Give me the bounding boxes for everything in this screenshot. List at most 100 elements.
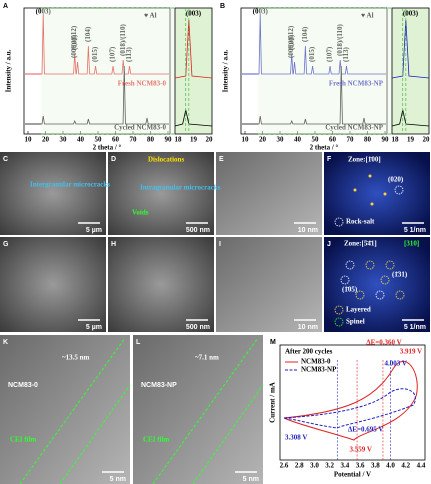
- annotation: 3.308 V: [285, 434, 307, 442]
- panel-label: A: [3, 3, 8, 10]
- micrograph: [0, 152, 106, 235]
- x-tick-label: 4.2: [401, 462, 410, 470]
- zone-label: [310]: [404, 240, 419, 248]
- scale-label: 5 1/nm: [404, 227, 426, 234]
- micrograph: [216, 152, 322, 235]
- inset-tick-label: 20: [206, 136, 214, 144]
- panel-label: G: [3, 241, 9, 248]
- zone-label: Zone:[5̄4̄1]: [344, 240, 377, 248]
- sample-label: NCM83-NP: [141, 382, 177, 389]
- scale-label: 5 nm: [243, 476, 259, 483]
- annotation: ΔE=0.695 V: [348, 426, 383, 434]
- x-tick-label: 50: [312, 136, 320, 144]
- diffraction-ring: [394, 185, 404, 195]
- diffraction-ring: [334, 317, 344, 327]
- x-tick-label: 90: [165, 136, 173, 144]
- panel-label: M: [270, 339, 276, 346]
- scale-label: 5 µm: [86, 324, 102, 331]
- panel-label: H: [111, 241, 116, 248]
- zone-label: Zone:[1̄00]: [348, 156, 381, 164]
- legend-label: NCM83-0: [301, 358, 331, 366]
- peak-label: (113): [125, 47, 133, 62]
- x-tick-label: 80: [364, 136, 372, 144]
- spot-label: (020): [388, 176, 404, 184]
- scale-label: 500 nm: [186, 324, 210, 331]
- x-tick-label: 40: [294, 136, 302, 144]
- x-tick-label: 30: [60, 136, 68, 144]
- film-label: CEI film: [143, 436, 169, 444]
- panel-label: K: [3, 339, 8, 346]
- diffraction-ring: [385, 260, 395, 270]
- spot: [353, 188, 357, 192]
- diffraction-ring: [365, 260, 375, 270]
- inset-tick-label: 20: [423, 136, 431, 144]
- plot-frame: [279, 344, 426, 461]
- trace-label: Fresh NCM83-0: [118, 80, 167, 88]
- diffraction-ring: [334, 217, 344, 227]
- x-axis-label: Potential / V: [334, 471, 371, 479]
- inset-peak-label: (003): [403, 10, 419, 18]
- x-tick-label: 60: [112, 136, 120, 144]
- peak-label: (101): [70, 34, 78, 50]
- micrograph: [324, 237, 430, 332]
- peak-label: (006)/(012): [70, 25, 78, 58]
- x-axis-label: 2 theta / °: [93, 144, 122, 152]
- inset-tick-label: 18: [175, 136, 183, 144]
- micrograph: [216, 237, 322, 332]
- micrograph: [108, 237, 214, 332]
- scale-label: 10 nm: [298, 227, 318, 234]
- peak-label: (003): [36, 8, 52, 16]
- scale-label: 5 nm: [110, 476, 126, 483]
- x-tick-label: 10: [242, 136, 250, 144]
- micrograph: [324, 152, 430, 235]
- x-tick-label: 3.4: [341, 462, 350, 470]
- trace-label: Cycled NCM83-0: [114, 124, 166, 132]
- peak-label: (104): [301, 26, 309, 42]
- x-tick-label: 2.8: [295, 462, 304, 470]
- y-axis-label: Intensity / a.u.: [5, 49, 13, 92]
- panel-label: J: [327, 241, 331, 248]
- annotation: Voids: [132, 209, 149, 217]
- panel-label: I: [219, 241, 221, 248]
- film-label: CEI film: [10, 436, 36, 444]
- spot-label: (1̄05): [342, 286, 358, 294]
- peak-label: (015): [308, 46, 316, 62]
- peak-label: (104): [84, 26, 92, 42]
- inset-tick-label: 18: [392, 136, 400, 144]
- x-tick-label: 3.6: [356, 462, 365, 470]
- spot: [370, 202, 374, 206]
- scale-label: 500 nm: [186, 227, 210, 234]
- inset-peak-label: (003): [186, 10, 202, 18]
- diffraction-ring: [355, 290, 365, 300]
- panel-label: F: [327, 156, 332, 163]
- peak-label: (006)/(012): [287, 25, 295, 58]
- panel-label: E: [219, 156, 224, 163]
- peak-label: (015): [91, 46, 99, 62]
- scale-label: 5 µm: [86, 227, 102, 234]
- x-tick-label: 3.2: [325, 462, 334, 470]
- annotation: Intragranular microcracks: [140, 184, 221, 192]
- x-tick-label: 70: [347, 136, 355, 144]
- scale-label: 5 1/nm: [404, 324, 426, 331]
- annotation: Intergranular microcracks: [30, 181, 110, 189]
- cv-curve: [283, 388, 416, 429]
- diffraction-ring: [345, 260, 355, 270]
- thickness-label: ~13.5 nm: [62, 354, 90, 362]
- y-axis-label: Current / mA: [269, 382, 277, 423]
- x-tick-label: 20: [259, 136, 267, 144]
- micrograph: [0, 237, 106, 332]
- legend-label: Spinel: [346, 318, 365, 326]
- peak-label: (003): [253, 8, 269, 16]
- x-tick-label: 3.0: [310, 462, 319, 470]
- x-tick-label: 4.0: [386, 462, 395, 470]
- peak-label: (107): [109, 46, 117, 62]
- inset-frame: [174, 7, 213, 135]
- legend-al: ♥ Al: [144, 12, 157, 20]
- trace-label: Cycled NCM83-NP: [325, 124, 383, 132]
- inset-tick-label: 19: [190, 136, 198, 144]
- zoom-guide: [258, 8, 392, 134]
- peak-label: (018)/(110): [336, 23, 344, 56]
- x-tick-label: 20: [42, 136, 50, 144]
- diffraction-ring: [334, 305, 344, 315]
- x-tick-label: 30: [277, 136, 285, 144]
